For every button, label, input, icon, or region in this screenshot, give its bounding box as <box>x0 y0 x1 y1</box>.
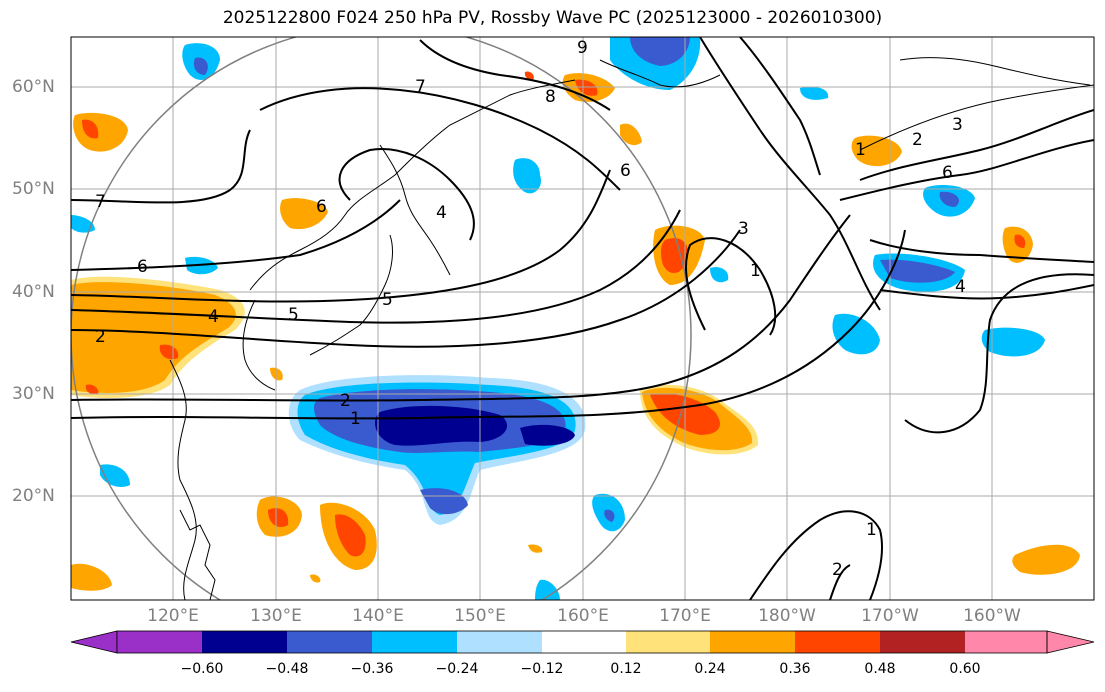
lon-label: 160°W <box>963 606 1021 626</box>
contour-label: 6 <box>137 257 148 277</box>
reference-circle <box>71 37 692 600</box>
contour-label: 5 <box>382 290 393 310</box>
contour-label: 6 <box>942 163 953 183</box>
lat-label: 50°N <box>12 179 55 199</box>
map-frame <box>70 36 1095 601</box>
contour-label: 9 <box>577 38 588 58</box>
contour-label: 1 <box>855 140 866 160</box>
contour-label: 1 <box>750 261 761 281</box>
contour-label: 6 <box>316 197 327 217</box>
lat-label: 40°N <box>12 282 55 302</box>
colorbar-tick: 0.24 <box>694 661 726 677</box>
contour-label: 2 <box>340 391 351 411</box>
colorbar-tick: −0.36 <box>350 661 394 677</box>
colorbar <box>70 630 1095 654</box>
contour-label: 2 <box>912 130 923 150</box>
contour-label: 2 <box>832 560 843 580</box>
contour-label: 5 <box>288 305 299 325</box>
contour-label: 3 <box>952 115 963 135</box>
lon-label: 170°W <box>861 606 919 626</box>
pv-contours <box>71 37 1094 600</box>
contour-labels: 9 8 7 7 6 6 5 5 4 4 4 3 3 2 2 2 2 1 1 1 … <box>95 38 966 580</box>
lon-label: 150°E <box>454 606 506 626</box>
colorbar-tick: −0.24 <box>435 661 479 677</box>
contour-label: 2 <box>95 327 106 347</box>
colorbar-tick: 0.36 <box>779 661 811 677</box>
contour-label: 1 <box>866 520 877 540</box>
colorbar-tick: −0.60 <box>180 661 224 677</box>
contour-label: 7 <box>415 77 426 97</box>
colorbar-tick: −0.48 <box>265 661 309 677</box>
lon-label: 130°E <box>250 606 302 626</box>
contour-label: 4 <box>955 277 966 297</box>
map-title: 2025122800 F024 250 hPa PV, Rossby Wave … <box>222 8 883 28</box>
colorbar-tick: 0.48 <box>864 661 896 677</box>
contour-label: 3 <box>738 219 749 239</box>
colorbar-tick: 0.12 <box>610 661 642 677</box>
contour-label: 6 <box>620 161 631 181</box>
lat-label: 20°N <box>12 486 55 506</box>
colorbar-tick: 0.60 <box>949 661 981 677</box>
contour-label: 7 <box>95 192 106 212</box>
lon-label: 170°E <box>659 606 711 626</box>
colorbar-tick: −0.12 <box>520 661 564 677</box>
lon-label: 140°E <box>352 606 404 626</box>
contour-label: 4 <box>436 203 447 223</box>
contour-label: 8 <box>545 87 556 107</box>
lat-label: 60°N <box>12 77 55 97</box>
contour-label: 4 <box>208 307 219 327</box>
lon-label: 160°E <box>557 606 609 626</box>
pv-anomaly-shading <box>71 37 1080 600</box>
lon-label: 120°E <box>147 606 199 626</box>
lat-label: 30°N <box>12 384 55 404</box>
contour-label: 1 <box>350 409 361 429</box>
lon-label: 180°W <box>758 606 816 626</box>
